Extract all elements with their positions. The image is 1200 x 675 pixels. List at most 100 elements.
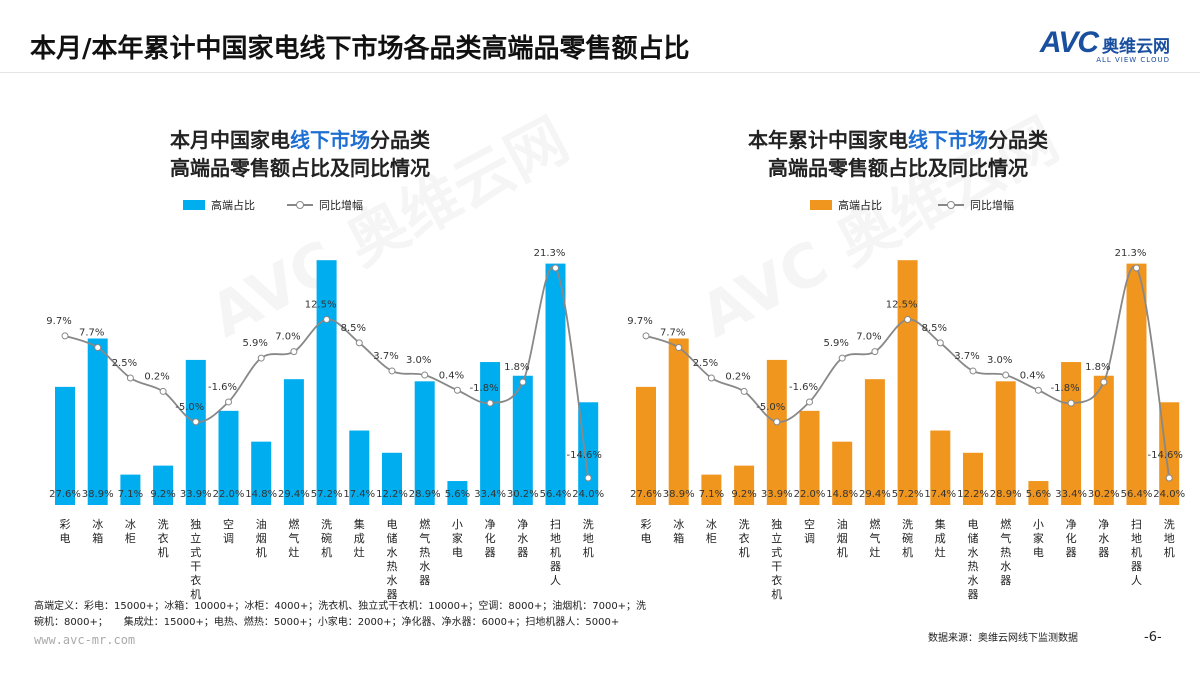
bar xyxy=(185,359,206,505)
growth-point xyxy=(675,344,683,352)
growth-data-label: 5.9% xyxy=(242,338,267,349)
bar xyxy=(1028,481,1049,505)
category-label: 独立式干衣机 xyxy=(190,518,201,601)
growth-point xyxy=(388,367,396,375)
growth-data-label: -1.6% xyxy=(208,382,237,393)
category-label: 净水器 xyxy=(1098,517,1109,559)
legend-label: 高端占比 xyxy=(838,199,882,212)
bar-data-label: 30.2% xyxy=(507,489,539,500)
growth-data-label: 9.7% xyxy=(627,316,652,327)
bar-data-label: 33.9% xyxy=(180,489,212,500)
bar-data-label: 24.0% xyxy=(1153,489,1185,500)
legend-yearly: 高端占比 同比增幅 xyxy=(810,197,1014,213)
growth-point xyxy=(159,387,167,395)
growth-data-label: 3.0% xyxy=(406,355,431,366)
bar xyxy=(414,381,435,505)
category-label: 洗碗机 xyxy=(321,518,332,559)
bar xyxy=(1159,402,1180,505)
category-label: 冰箱 xyxy=(673,518,684,545)
growth-data-label: 8.5% xyxy=(922,323,947,334)
title-part: 本月中国家电 xyxy=(170,128,290,152)
growth-data-label: 12.5% xyxy=(886,299,918,310)
growth-point xyxy=(740,387,748,395)
category-label: 集成灶 xyxy=(935,517,946,559)
category-label: 洗衣机 xyxy=(158,518,169,559)
bar-data-label: 17.4% xyxy=(924,489,956,500)
title-part: 本年累计中国家电 xyxy=(748,128,908,152)
bar xyxy=(447,481,468,505)
bar-data-label: 24.0% xyxy=(572,489,604,500)
category-label: 净化器 xyxy=(1066,517,1077,559)
growth-data-label: 3.7% xyxy=(954,351,979,362)
category-label: 电储水热水器 xyxy=(387,518,398,601)
category-label: 净水器 xyxy=(517,517,528,559)
bar xyxy=(1126,263,1147,505)
category-label: 燃气热水器 xyxy=(419,517,430,587)
bar-data-label: 33.9% xyxy=(761,489,793,500)
bar xyxy=(799,410,820,505)
growth-data-label: -1.8% xyxy=(1051,383,1080,394)
category-label: 洗碗机 xyxy=(902,518,913,559)
bar-data-label: 5.6% xyxy=(445,489,470,500)
growth-point xyxy=(584,474,592,482)
growth-data-label: -14.6% xyxy=(1148,450,1183,461)
bar-data-label: 57.2% xyxy=(892,489,924,500)
growth-data-label: 3.7% xyxy=(373,351,398,362)
growth-point xyxy=(486,399,494,407)
category-label: 集成灶 xyxy=(354,517,365,559)
growth-data-label: -14.6% xyxy=(567,450,602,461)
bar-data-label: 33.4% xyxy=(474,489,506,500)
bar xyxy=(995,381,1016,505)
bar xyxy=(55,386,75,505)
bar-data-label: 27.6% xyxy=(630,489,662,500)
page-number: -6- xyxy=(1144,630,1162,645)
growth-point xyxy=(1100,378,1108,386)
growth-point xyxy=(642,332,650,340)
bar-data-label: 7.1% xyxy=(118,489,143,500)
bar-data-label: 33.4% xyxy=(1055,489,1087,500)
growth-data-label: 5.9% xyxy=(823,338,848,349)
category-label: 小家电 xyxy=(1033,518,1044,559)
bar-data-label: 56.4% xyxy=(540,489,572,500)
bar-data-label: 7.1% xyxy=(699,489,724,500)
bar xyxy=(1093,375,1114,505)
growth-data-label: 0.4% xyxy=(439,370,464,381)
category-label: 扫地机器人 xyxy=(550,518,561,587)
growth-data-label: 2.5% xyxy=(112,358,137,369)
category-label: 空调 xyxy=(223,517,234,545)
bar-data-label: 30.2% xyxy=(1088,489,1120,500)
growth-point xyxy=(323,315,331,323)
growth-point xyxy=(257,354,265,362)
category-label: 小家电 xyxy=(452,518,463,559)
growth-point xyxy=(421,371,429,379)
growth-data-label: 9.7% xyxy=(46,316,71,327)
logo-name-cn: 奥维云网 xyxy=(1102,37,1170,57)
footnote-definition: 高端定义：彩电：15000+；冰箱：10000+；冰柜：4000+；洗衣机、独立… xyxy=(34,599,646,631)
bar xyxy=(701,474,722,505)
growth-data-label: 7.0% xyxy=(856,332,881,343)
growth-data-label: 0.4% xyxy=(1020,370,1045,381)
growth-data-label: 2.5% xyxy=(693,358,718,369)
chart-title-monthly: 本月中国家电线下市场分品类 高端品零售额占比及同比情况 xyxy=(40,126,560,182)
title-highlight: 线下市场 xyxy=(290,128,370,152)
bar-data-label: 38.9% xyxy=(663,489,695,500)
logo-name-en: ALL VIEW CLOUD xyxy=(1096,56,1170,64)
growth-data-label: 0.2% xyxy=(144,371,169,382)
category-label: 冰柜 xyxy=(706,518,717,545)
logo: AVC 奥维云网 ALL VIEW CLOUD xyxy=(1040,26,1170,64)
category-label: 洗地机 xyxy=(583,518,594,559)
growth-data-label: 0.2% xyxy=(725,371,750,382)
category-label: 净化器 xyxy=(485,517,496,559)
website-url[interactable]: www.avc-mr.com xyxy=(34,633,136,647)
growth-point xyxy=(707,374,715,382)
bar-data-label: 14.8% xyxy=(245,489,277,500)
category-label: 燃气灶 xyxy=(288,517,299,559)
bar xyxy=(578,402,599,505)
category-label: 冰箱 xyxy=(92,518,103,545)
bar xyxy=(120,474,141,505)
bar-data-label: 22.0% xyxy=(794,489,826,500)
bar xyxy=(512,375,533,505)
growth-data-label: -1.6% xyxy=(789,382,818,393)
growth-data-label: 7.0% xyxy=(275,332,300,343)
